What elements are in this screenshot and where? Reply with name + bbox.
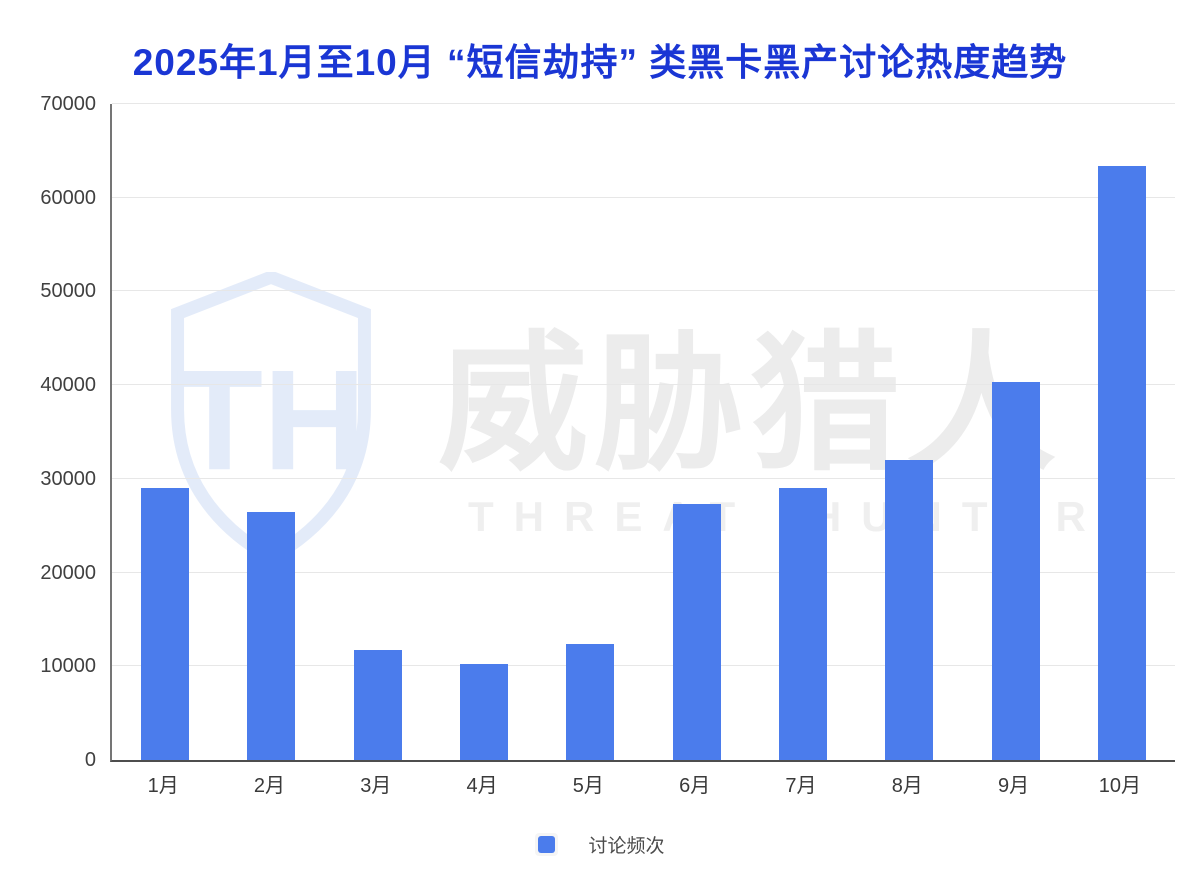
y-tick-label-50000: 50000 <box>40 280 96 303</box>
y-tick-label-30000: 30000 <box>40 467 96 490</box>
y-tick-label-20000: 20000 <box>40 561 96 584</box>
x-tick-label-2月: 2月 <box>253 775 285 797</box>
bar-10月 <box>1097 165 1146 760</box>
gridline-10000 <box>112 665 1175 667</box>
x-tick-label-6月: 6月 <box>679 775 711 797</box>
bar-5月 <box>566 643 615 760</box>
plot-area <box>110 103 1175 762</box>
bar-1月 <box>141 488 190 760</box>
y-tick-label-70000: 70000 <box>40 93 96 115</box>
y-tick-label-60000: 60000 <box>40 186 96 209</box>
bar-7月 <box>778 488 827 760</box>
bar-4月 <box>460 664 509 760</box>
chart-title: 2025年1月至10月 “短信劫持” 类黑卡黑产讨论热度趋势 <box>132 42 1068 83</box>
bar-6月 <box>672 504 721 760</box>
y-axis-labels: 0 10000 20000 30000 40000 50000 60000 70000 <box>0 93 96 771</box>
x-axis-labels: 1月 2月 3月 4月 5月 6月 7月 8月 9月 10月 <box>110 772 1173 800</box>
bar-3月 <box>353 650 402 760</box>
x-tick-label-1月: 1月 <box>147 775 179 797</box>
x-tick-label-8月: 8月 <box>891 775 923 797</box>
bar-9月 <box>991 382 1040 760</box>
gridline-20000 <box>112 571 1175 573</box>
y-tick-label-10000: 10000 <box>40 655 96 678</box>
y-tick-label-40000: 40000 <box>40 374 96 397</box>
gridline-40000 <box>112 384 1175 386</box>
gridline-70000 <box>112 103 1175 104</box>
y-tick-label-0: 0 <box>84 749 96 771</box>
bar-8月 <box>885 460 934 760</box>
legend-marker-chip <box>535 832 559 856</box>
bar-2月 <box>247 511 296 760</box>
legend-marker-icon <box>538 835 556 853</box>
x-tick-label-7月: 7月 <box>785 775 817 797</box>
x-tick-label-10月: 10月 <box>1098 775 1141 797</box>
x-tick-label-5月: 5月 <box>572 775 604 797</box>
gridline-30000 <box>112 477 1175 479</box>
legend-label: 讨论频次 <box>588 835 665 857</box>
x-tick-label-9月: 9月 <box>997 775 1030 797</box>
legend: 讨论频次 <box>0 831 1200 857</box>
x-tick-label-4月: 4月 <box>466 775 498 797</box>
gridline-60000 <box>112 196 1175 198</box>
x-tick-label-3月: 3月 <box>360 775 392 797</box>
gridline-50000 <box>112 290 1175 292</box>
